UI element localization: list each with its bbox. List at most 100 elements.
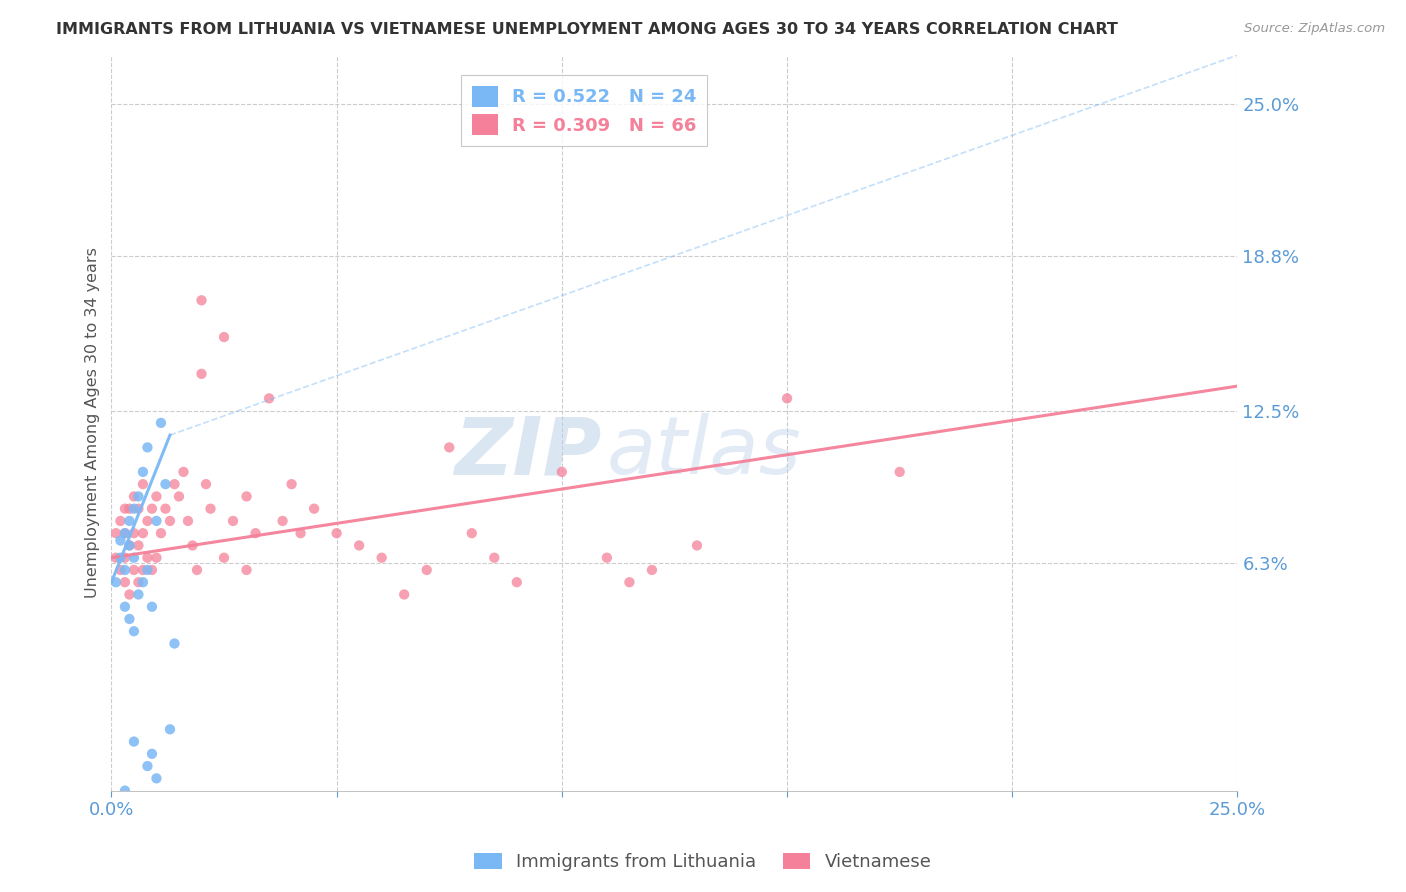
- Text: ZIP: ZIP: [454, 413, 602, 491]
- Point: [149, 416, 172, 430]
- Point: [104, 526, 127, 541]
- Point: [506, 575, 529, 590]
- Point: [132, 526, 155, 541]
- Point: [141, 599, 163, 614]
- Point: [110, 514, 132, 528]
- Point: [118, 538, 141, 552]
- Point: [136, 514, 159, 528]
- Point: [127, 538, 149, 552]
- Point: [619, 575, 641, 590]
- Point: [222, 514, 245, 528]
- Point: [114, 783, 136, 797]
- Point: [370, 550, 392, 565]
- Legend: R = 0.522   N = 24, R = 0.309   N = 66: R = 0.522 N = 24, R = 0.309 N = 66: [461, 75, 707, 145]
- Point: [136, 563, 159, 577]
- Text: atlas: atlas: [607, 413, 801, 491]
- Point: [167, 490, 190, 504]
- Point: [212, 330, 235, 344]
- Point: [302, 501, 325, 516]
- Point: [149, 526, 172, 541]
- Point: [186, 563, 208, 577]
- Point: [110, 533, 132, 548]
- Point: [141, 563, 163, 577]
- Point: [776, 392, 799, 406]
- Point: [155, 477, 177, 491]
- Point: [145, 550, 167, 565]
- Point: [114, 563, 136, 577]
- Point: [122, 563, 145, 577]
- Point: [136, 441, 159, 455]
- Point: [271, 514, 294, 528]
- Point: [155, 501, 177, 516]
- Point: [439, 441, 461, 455]
- Point: [686, 538, 709, 552]
- Text: Source: ZipAtlas.com: Source: ZipAtlas.com: [1244, 22, 1385, 36]
- Legend: Immigrants from Lithuania, Vietnamese: Immigrants from Lithuania, Vietnamese: [467, 846, 939, 879]
- Point: [347, 538, 370, 552]
- Point: [181, 538, 204, 552]
- Point: [110, 550, 132, 565]
- Point: [190, 293, 212, 308]
- Point: [127, 575, 149, 590]
- Point: [145, 490, 167, 504]
- Point: [122, 624, 145, 639]
- Point: [122, 501, 145, 516]
- Point: [132, 575, 155, 590]
- Point: [172, 465, 194, 479]
- Point: [177, 514, 200, 528]
- Point: [290, 526, 312, 541]
- Point: [114, 575, 136, 590]
- Point: [257, 392, 280, 406]
- Text: IMMIGRANTS FROM LITHUANIA VS VIETNAMESE UNEMPLOYMENT AMONG AGES 30 TO 34 YEARS C: IMMIGRANTS FROM LITHUANIA VS VIETNAMESE …: [56, 22, 1118, 37]
- Point: [200, 501, 222, 516]
- Point: [415, 563, 437, 577]
- Point: [461, 526, 484, 541]
- Point: [392, 587, 415, 601]
- Point: [141, 747, 163, 761]
- Point: [641, 563, 664, 577]
- Point: [127, 587, 149, 601]
- Point: [159, 514, 181, 528]
- Point: [104, 575, 127, 590]
- Point: [118, 514, 141, 528]
- Point: [280, 477, 302, 491]
- Point: [163, 477, 186, 491]
- Point: [325, 526, 347, 541]
- Point: [245, 526, 267, 541]
- Point: [118, 538, 141, 552]
- Point: [114, 526, 136, 541]
- Point: [195, 477, 218, 491]
- Point: [136, 550, 159, 565]
- Point: [145, 514, 167, 528]
- Point: [122, 526, 145, 541]
- Point: [114, 550, 136, 565]
- Point: [127, 501, 149, 516]
- Point: [484, 550, 506, 565]
- Point: [163, 636, 186, 650]
- Point: [235, 563, 257, 577]
- Y-axis label: Unemployment Among Ages 30 to 34 years: Unemployment Among Ages 30 to 34 years: [86, 247, 100, 599]
- Point: [132, 477, 155, 491]
- Point: [122, 550, 145, 565]
- Point: [104, 550, 127, 565]
- Point: [132, 563, 155, 577]
- Point: [136, 759, 159, 773]
- Point: [212, 550, 235, 565]
- Point: [118, 587, 141, 601]
- Point: [596, 550, 619, 565]
- Point: [190, 367, 212, 381]
- Point: [145, 772, 167, 786]
- Point: [235, 490, 257, 504]
- Point: [889, 465, 911, 479]
- Point: [114, 599, 136, 614]
- Point: [551, 465, 574, 479]
- Point: [118, 501, 141, 516]
- Point: [127, 490, 149, 504]
- Point: [159, 723, 181, 737]
- Point: [122, 734, 145, 748]
- Point: [114, 501, 136, 516]
- Point: [118, 612, 141, 626]
- Point: [132, 465, 155, 479]
- Point: [114, 526, 136, 541]
- Point: [141, 501, 163, 516]
